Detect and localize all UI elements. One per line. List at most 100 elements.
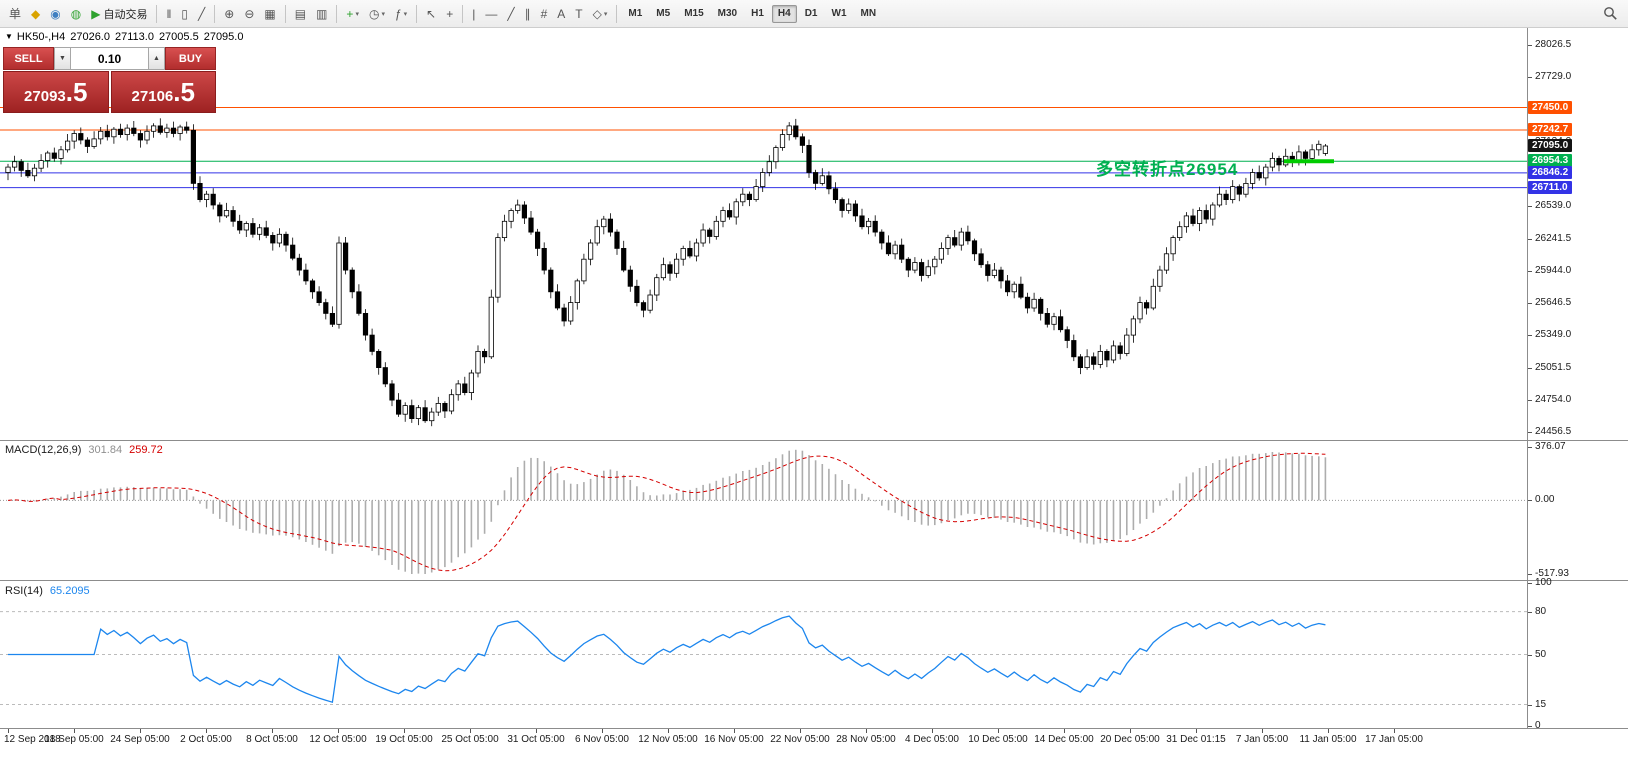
ask-price-main: 27106	[131, 88, 174, 105]
rsi-line	[8, 615, 1326, 704]
rsi-axis-label: 15	[1535, 698, 1547, 710]
line-chart-icon[interactable]: ╱	[198, 6, 206, 21]
buy-price-box[interactable]: 27106.5	[110, 71, 216, 113]
axis-tick	[1528, 206, 1532, 208]
horizontal-line-icon[interactable]: —	[485, 6, 498, 21]
axis-tick	[1528, 447, 1532, 448]
time-axis-label: 6 Nov 05:00	[575, 734, 629, 745]
market-watch-icon[interactable]: ◉	[50, 6, 61, 21]
label-icon[interactable]: T	[575, 6, 583, 21]
price-tag-26711.0[interactable]: 26711.0	[1528, 180, 1572, 194]
price-axis-label: 25944.0	[1535, 264, 1572, 276]
price-tag-27242.7[interactable]: 27242.7	[1528, 123, 1573, 136]
time-axis[interactable]: 12 Sep 2018 18 Sep 05:00 24 Sep 05:00 2 Oct…	[0, 729, 1628, 775]
buy-button[interactable]: BUY	[165, 47, 216, 70]
new-order-button[interactable]: 单	[9, 6, 22, 21]
time-axis-tick	[74, 729, 75, 733]
bar-chart-icon[interactable]: ‖	[166, 6, 172, 21]
time-axis-tick	[1064, 729, 1065, 733]
toolbar-buttons: 单 ◆ ◉ ◍ ▶ 自动交易 ‖ ▯ ╱ ⊕ ⊖ ▦ ▤ ▥ + ▾ ◷ ▾ ƒ ▾ ↖ + | — ╱ ∥ # A T ◇ ▾ M1 M5 M1…	[4, 0, 1603, 27]
axis-tick	[1528, 574, 1532, 575]
bid-price-main: 27093	[24, 88, 66, 105]
axis-tick	[1528, 704, 1532, 706]
time-axis-label: 22 Nov 05:00	[770, 734, 830, 745]
price-tag-27095.0[interactable]: 27095.0	[1528, 139, 1573, 152]
main-price-chart[interactable]	[0, 28, 1527, 440]
time-axis-label: 28 Nov 05:00	[836, 734, 896, 745]
time-axis-tick	[404, 729, 405, 733]
volume-increase-button[interactable]: ▲	[148, 47, 165, 70]
axis-tick	[1528, 726, 1532, 727]
price-tag-26846.2[interactable]: 26846.2	[1528, 165, 1573, 179]
community-icon[interactable]: ◍	[70, 6, 82, 21]
channel-icon[interactable]: ∥	[524, 6, 531, 21]
axis-tick	[1528, 654, 1532, 656]
sell-button[interactable]: SELL	[3, 47, 54, 70]
text-icon[interactable]: A	[557, 6, 566, 21]
crosshair-icon[interactable]: +	[446, 6, 454, 21]
price-axis[interactable]: 28026.527729.027431.527134.026836.526539…	[1528, 28, 1628, 752]
volume-input[interactable]	[71, 47, 148, 70]
fibonacci-icon[interactable]: #	[540, 6, 548, 21]
turning-point-annotation[interactable]: 多空转折点26954	[1096, 160, 1239, 179]
bid-price-fraction: .5	[65, 77, 88, 107]
sell-price-box[interactable]: 27093.5	[3, 71, 109, 113]
macd-indicator-pane[interactable]	[0, 441, 1527, 580]
axis-tick	[1528, 611, 1532, 613]
timeframe-m30[interactable]: M30	[717, 7, 738, 19]
pane-separator[interactable]	[0, 440, 1628, 441]
candlestick-chart-icon[interactable]: ▯	[181, 6, 189, 21]
quote-close: 27095.0	[203, 31, 244, 43]
rsi-value: 65.2095	[49, 585, 90, 597]
chart-header-marker-icon[interactable]: ▼	[5, 32, 13, 41]
timeframe-w1[interactable]: W1	[831, 7, 847, 19]
time-axis-label: 14 Dec 05:00	[1034, 734, 1094, 745]
zoom-in-icon[interactable]: ⊕	[224, 6, 235, 21]
pane-separator[interactable]	[0, 580, 1628, 581]
indicators-icon[interactable]: ƒ ▾	[394, 6, 408, 21]
rsi-indicator-label: RSI(14) 65.2095	[5, 585, 90, 597]
time-axis-tick	[734, 729, 735, 733]
price-axis-label: 25051.5	[1535, 361, 1572, 373]
trendline-icon[interactable]: ╱	[507, 6, 515, 21]
timeframe-m5[interactable]: M5	[656, 7, 671, 19]
autotrading-button[interactable]: ▶ 自动交易	[91, 6, 148, 21]
vertical-line-icon[interactable]: |	[472, 6, 476, 21]
price-axis-label: 26241.5	[1535, 232, 1572, 244]
zoom-out-icon[interactable]: ⊖	[244, 6, 255, 21]
timeframe-m1[interactable]: M1	[628, 7, 643, 19]
price-tag-27450.0[interactable]: 27450.0	[1528, 100, 1573, 114]
time-axis-tick	[1196, 729, 1197, 733]
time-axis-tick	[272, 729, 273, 733]
axis-tick	[1528, 583, 1532, 584]
cursor-icon[interactable]: ↖	[426, 6, 437, 21]
timeframe-m15[interactable]: M15	[684, 7, 704, 19]
depth-of-market-icon[interactable]: ◆	[31, 6, 41, 21]
tile-windows-icon[interactable]: ▦	[264, 6, 276, 21]
time-axis-tick	[1328, 729, 1329, 733]
timeframe-h1[interactable]: H1	[751, 7, 764, 19]
axis-tick	[1528, 335, 1532, 337]
price-tag-26954.3[interactable]: 26954.3	[1528, 154, 1573, 168]
timeframe-d1[interactable]: D1	[804, 7, 818, 19]
timeframe-h4[interactable]: H4	[771, 4, 797, 23]
time-axis-label: 24 Sep 05:00	[110, 734, 170, 745]
timeframe-mn[interactable]: MN	[860, 7, 877, 19]
macd-main-value: 301.84	[88, 444, 123, 456]
time-axis-label: 20 Dec 05:00	[1100, 734, 1160, 745]
time-axis-tick	[1394, 729, 1395, 733]
price-axis-label: 27729.0	[1535, 71, 1572, 83]
periods-icon[interactable]: ◷ ▾	[368, 6, 385, 21]
new-chart-button[interactable]: + ▾	[346, 6, 359, 21]
time-axis-label: 4 Dec 05:00	[905, 734, 959, 745]
cascade-windows-icon[interactable]: ▥	[316, 6, 328, 21]
search-icon[interactable]	[1603, 6, 1618, 21]
shapes-icon[interactable]: ◇ ▾	[592, 6, 608, 21]
arrange-windows-icon[interactable]: ▤	[294, 6, 307, 21]
rsi-indicator-pane[interactable]	[0, 581, 1527, 728]
quote-open: 27026.0	[70, 31, 110, 43]
macd-axis-label: -517.93	[1535, 568, 1569, 579]
volume-decrease-button[interactable]: ▼	[54, 47, 71, 70]
time-axis-tick	[932, 729, 933, 733]
